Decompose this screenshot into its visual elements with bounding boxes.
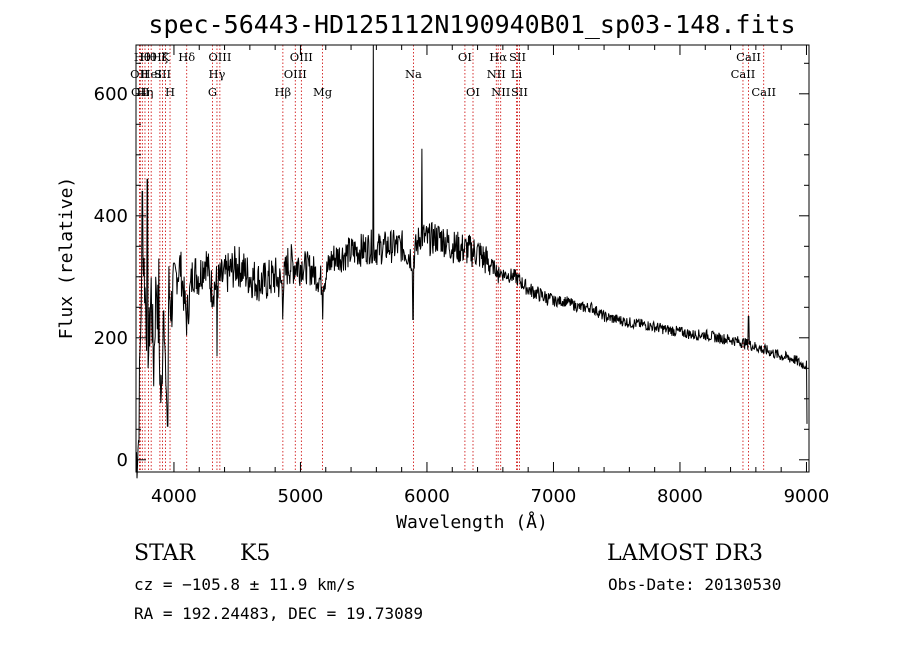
spectrum-line: [135, 44, 808, 479]
line-label-14: Hβ: [275, 85, 292, 99]
line-label-20: OI: [466, 85, 480, 99]
line-label-15: OIII: [284, 67, 307, 81]
line-label-18: Na: [405, 67, 422, 81]
line-label-27: CaII: [731, 67, 756, 81]
x-tick-label: 5000: [278, 486, 324, 507]
object-subclass: K5: [240, 541, 270, 566]
x-tick-label: 7000: [531, 486, 577, 507]
line-label-3: Hη: [137, 85, 154, 99]
y-tick-label: 600: [94, 84, 128, 105]
line-label-11: G: [208, 85, 217, 99]
x-tick-label: 6000: [404, 486, 450, 507]
line-label-8: H: [165, 85, 175, 99]
line-label-22: Hα: [489, 50, 507, 64]
line-label-2: Hθ: [134, 50, 151, 64]
x-tick-label: 4000: [151, 486, 197, 507]
line-label-23: NII: [491, 85, 510, 99]
line-label-7: K: [161, 50, 170, 64]
line-label-21: NII: [487, 67, 506, 81]
line-label-9: SII: [154, 67, 171, 81]
line-label-16: OIII: [290, 50, 313, 64]
object-class: STAR: [134, 541, 196, 566]
line-label-28: CaII: [736, 50, 761, 64]
survey-name: LAMOST DR3: [607, 541, 763, 566]
line-label-13: OIII: [208, 50, 231, 64]
line-label-4: Hθ: [140, 50, 157, 64]
chart-title: spec-56443-HD125112N190940B01_sp03-148.f…: [148, 10, 795, 39]
line-label-10: Hδ: [178, 50, 195, 64]
line-label-5: HeI: [140, 67, 161, 81]
line-label-25: SII: [509, 50, 526, 64]
spectrum-series: [135, 44, 808, 479]
line-label-29: CaII: [751, 85, 776, 99]
x-axis-ticks: 4000 5000 6000 7000 8000 9000: [151, 45, 829, 507]
line-label-17: Mg: [313, 85, 333, 99]
x-tick-label: 8000: [657, 486, 703, 507]
y-tick-label: 0: [117, 450, 128, 471]
line-label-0: OII: [130, 67, 149, 81]
y-tick-label: 200: [94, 328, 128, 349]
line-label-24: Li: [511, 67, 523, 81]
coordinates: RA = 192.24483, DEC = 19.73089: [134, 604, 423, 623]
y-tick-label: 400: [94, 206, 128, 227]
observation-date: Obs-Date: 20130530: [608, 575, 781, 594]
x-axis-label: Wavelength (Å): [396, 511, 548, 533]
x-tick-label: 9000: [784, 486, 830, 507]
line-label-6: Hζ: [152, 50, 168, 64]
spectral-line-labels: OIIOIIHθHηHθHeIHζKHSIIHδGHγOIIIHβOIIIOII…: [130, 50, 776, 99]
y-axis-label: Flux (relative): [56, 177, 77, 340]
line-label-12: Hγ: [209, 67, 226, 81]
line-label-26: SII: [511, 85, 528, 99]
spectral-line-markers: [139, 45, 765, 472]
plot-frame: [135, 44, 810, 473]
y-axis-ticks: 0 200 400 600: [94, 62, 809, 471]
line-label-19: OI: [458, 50, 472, 64]
redshift-cz: cz = −105.8 ± 11.9 km/s: [134, 575, 356, 594]
